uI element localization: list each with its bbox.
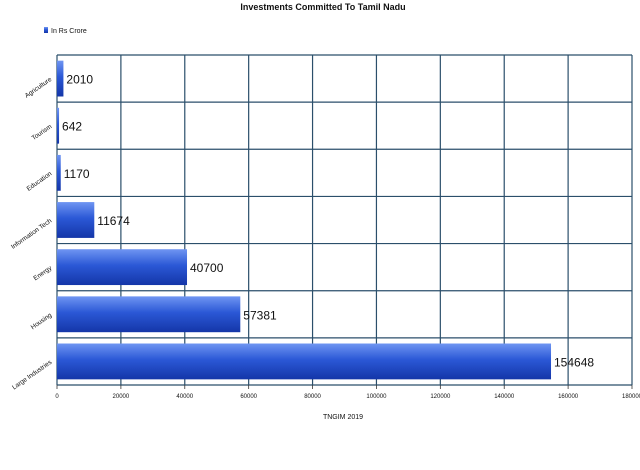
- data-labels: 2010 642 1170 11674 40700 57381 154648: [62, 73, 594, 370]
- legend: In Rs Crore: [44, 27, 87, 35]
- legend-label: In Rs Crore: [51, 28, 87, 35]
- chart-title: Investments Committed To Tamil Nadu: [240, 2, 405, 12]
- x-tick-label-4: 80000: [304, 394, 321, 400]
- data-label-6: 154648: [554, 355, 594, 369]
- bar-1: [57, 107, 60, 144]
- y-tick-label-1: Tourism: [31, 123, 54, 142]
- y-tick-labels: Agriculture Tourism Education Information T…: [10, 76, 54, 392]
- bar-3: [57, 202, 95, 238]
- x-tick-label-8: 160000: [558, 394, 579, 400]
- data-label-4: 40700: [190, 261, 224, 275]
- x-tick-labels: 0 20000 40000 60000 80000 100000 120000 140000 1…: [55, 385, 640, 400]
- x-tick-label-9: 180000: [622, 394, 640, 400]
- bar-5: [57, 296, 241, 333]
- bar-2: [57, 154, 61, 191]
- y-tick-label-0: Agriculture: [24, 76, 54, 100]
- x-axis-label: TNGIM 2019: [323, 414, 363, 421]
- data-label-5: 57381: [243, 308, 277, 322]
- data-label-0: 2010: [66, 73, 93, 87]
- bar-4: [57, 249, 188, 286]
- data-label-3: 11674: [97, 214, 130, 228]
- x-tick-label-1: 20000: [113, 394, 130, 400]
- bar-6: [57, 343, 552, 380]
- bar-0: [57, 60, 64, 97]
- y-tick-label-2: Education: [26, 170, 54, 193]
- x-tick-label-2: 40000: [176, 394, 193, 400]
- x-tick-label-7: 140000: [494, 394, 515, 400]
- x-tick-label-0: 0: [55, 394, 59, 400]
- x-tick-label-3: 60000: [240, 394, 257, 400]
- x-tick-label-6: 120000: [430, 394, 451, 400]
- y-tick-label-3: Information Tech: [10, 217, 54, 250]
- y-tick-label-4: Energy: [32, 264, 53, 282]
- grid-lines: [56, 54, 633, 386]
- y-tick-label-6: Large Industries: [11, 359, 54, 392]
- data-label-2: 1170: [64, 167, 90, 181]
- legend-swatch: [44, 27, 48, 33]
- bars: [57, 60, 552, 380]
- data-label-1: 642: [62, 120, 82, 134]
- y-tick-label-5: Housing: [30, 312, 54, 332]
- x-tick-label-5: 100000: [366, 394, 387, 400]
